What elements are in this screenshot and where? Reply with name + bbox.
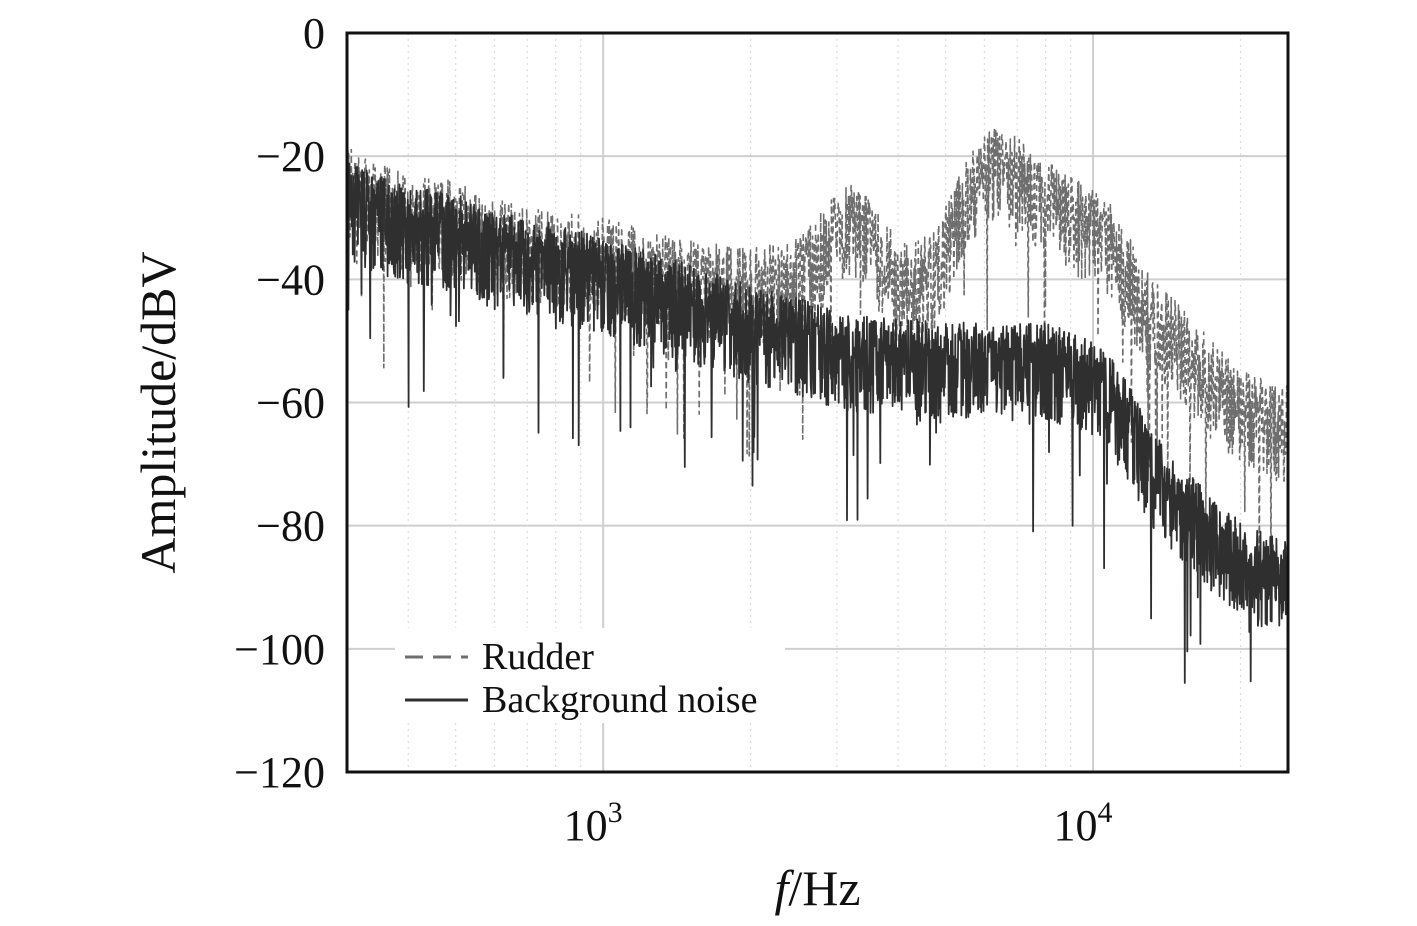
y-tick-label: −80: [256, 502, 325, 551]
legend-label: Background noise: [482, 679, 757, 721]
series-layer: [346, 127, 1289, 684]
x-tick-label: 103: [564, 796, 623, 850]
x-axis-title: f/Hz: [774, 860, 860, 916]
y-tick-label: −60: [256, 379, 325, 428]
legend-label: Rudder: [482, 636, 594, 678]
y-axis-title: Amplitude/dBV: [130, 251, 186, 573]
plot-frame: [345, 31, 1290, 774]
y-tick-label: −100: [234, 625, 325, 674]
legend-background: [395, 628, 785, 723]
x-axis-ticks: 103 104: [564, 796, 1113, 850]
y-tick-label: −40: [256, 255, 325, 304]
series-line-rudder: [346, 127, 1289, 594]
x-axis-title-unit: /Hz: [788, 860, 860, 916]
series-line-background-noise: [346, 162, 1289, 684]
y-tick-label: −120: [234, 748, 325, 797]
y-tick-label: 0: [303, 9, 325, 58]
x-tick-label: 104: [1054, 796, 1113, 850]
y-axis-ticks: 0 −20 −40 −60 −80 −100 −120: [234, 9, 325, 797]
y-tick-label: −20: [256, 132, 325, 181]
